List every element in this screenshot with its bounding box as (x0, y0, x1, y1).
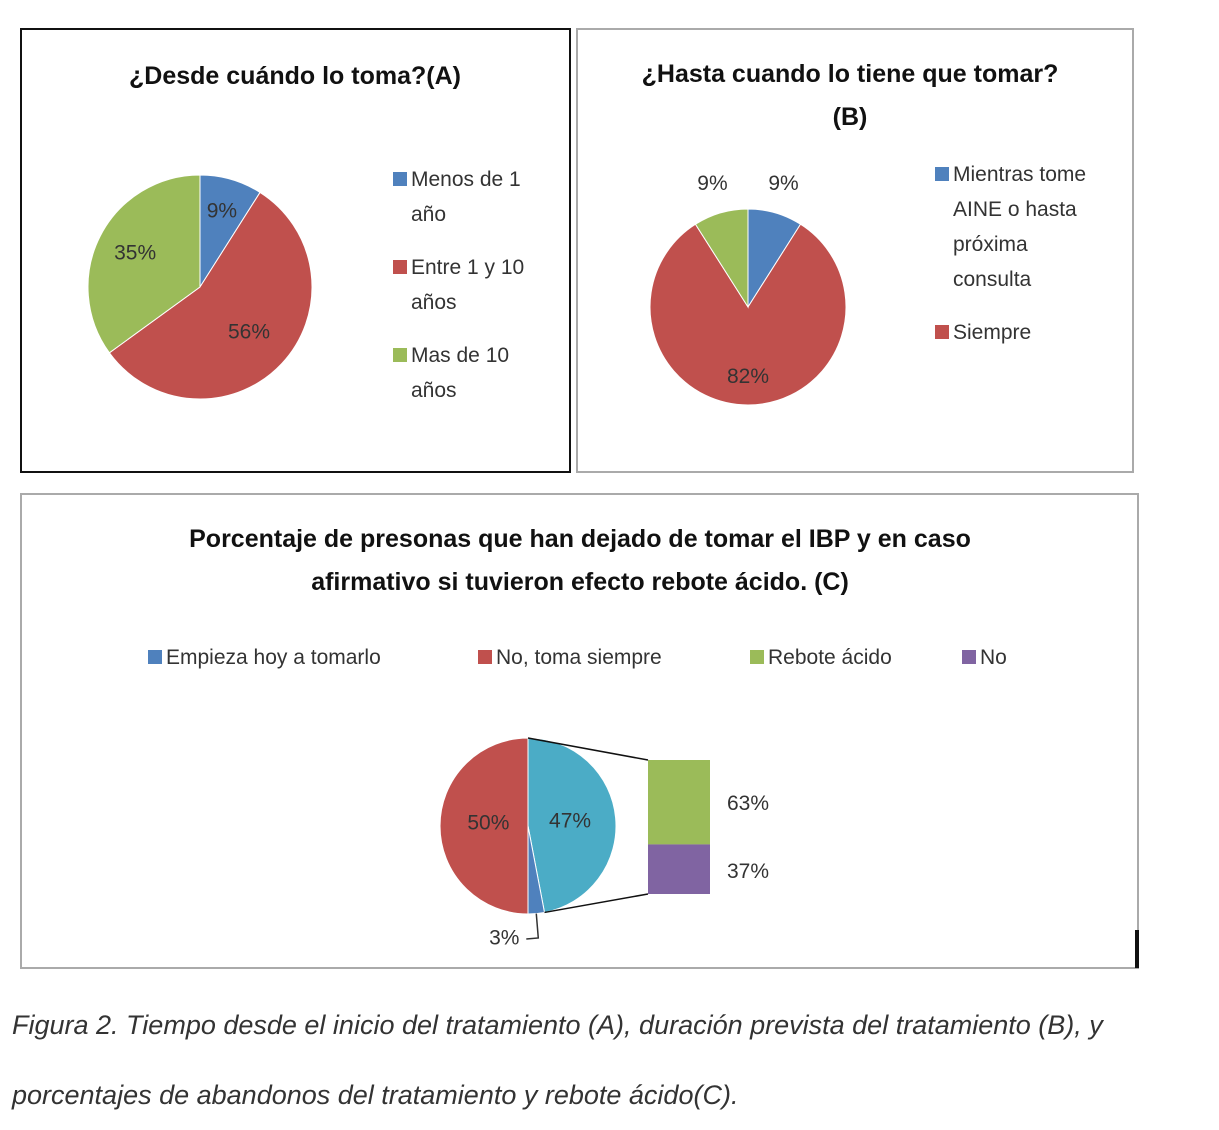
pie-slice (108, 191, 313, 400)
legend-label: Empieza hoy a tomarlo (166, 646, 381, 669)
caption: Figura 2. Tiempo desde el inicio del tra… (12, 1010, 1103, 1110)
legend-item: No (962, 640, 1007, 675)
legend-item: Entre 1 y 10 años (393, 250, 543, 320)
chart-title: Porcentaje de presonas que han dejado de… (189, 525, 971, 596)
legend: Mientras tome AINE o hasta próxima consu… (935, 157, 1110, 368)
legend-item: Mas de 10 años (393, 338, 543, 408)
legend-label: Mas de 10 años (411, 344, 510, 402)
legend-swatch (962, 650, 976, 664)
panel-c (20, 493, 1139, 969)
data-label: 50% (467, 812, 509, 835)
data-label: 9% (768, 172, 798, 195)
pie-slice (87, 174, 201, 354)
leader-line (526, 913, 540, 940)
data-label: 82% (727, 365, 769, 388)
legend-label: No, toma siempre (496, 646, 662, 669)
data-label: 35% (114, 241, 156, 264)
data-label: 3% (489, 927, 519, 950)
legend-swatch (393, 172, 407, 186)
legend-swatch (393, 260, 407, 274)
legend-item: Mientras tome AINE o hasta próxima consu… (935, 157, 1110, 297)
pie-slice (439, 737, 529, 915)
legend-item: Rebote ácido (750, 640, 892, 675)
legend-label: Entre 1 y 10 años (411, 256, 525, 314)
legend-label: Siempre (953, 321, 1032, 344)
legend-swatch (478, 650, 492, 664)
legend-item: Siempre (935, 315, 1110, 350)
chart-title: ¿Hasta cuando lo tiene que tomar? (B) (641, 60, 1059, 131)
data-label: 9% (207, 199, 237, 222)
edge-mark (1135, 930, 1139, 968)
legend-item: Empieza hoy a tomarlo (148, 640, 381, 675)
legend-swatch (750, 650, 764, 664)
legend-label: Mientras tome AINE o hasta próxima consu… (953, 163, 1087, 291)
legend-item: Menos de 1 año (393, 162, 543, 232)
data-label: 37% (727, 860, 769, 883)
data-label: 63% (727, 792, 769, 815)
chart-title: ¿Desde cuándo lo toma?(A) (129, 62, 461, 90)
legend-swatch (935, 325, 949, 339)
legend-swatch (393, 348, 407, 362)
data-label: 56% (228, 321, 270, 344)
legend-label: Menos de 1 año (411, 168, 521, 226)
legend-label: Rebote ácido (768, 646, 892, 669)
data-label: 47% (549, 810, 591, 833)
legend-item: No, toma siempre (478, 640, 662, 675)
pie-slice (649, 223, 847, 406)
data-label: 9% (697, 172, 727, 195)
connector-line (527, 737, 649, 761)
pie-slice (694, 208, 749, 309)
bar-segment (648, 844, 710, 894)
legend-swatch (935, 167, 949, 181)
legend-label: No (980, 646, 1007, 669)
connector-line (544, 893, 649, 914)
bar-segment (648, 760, 710, 845)
legend: Menos de 1 año Entre 1 y 10 años Mas de 10… (393, 162, 543, 426)
legend-swatch (148, 650, 162, 664)
